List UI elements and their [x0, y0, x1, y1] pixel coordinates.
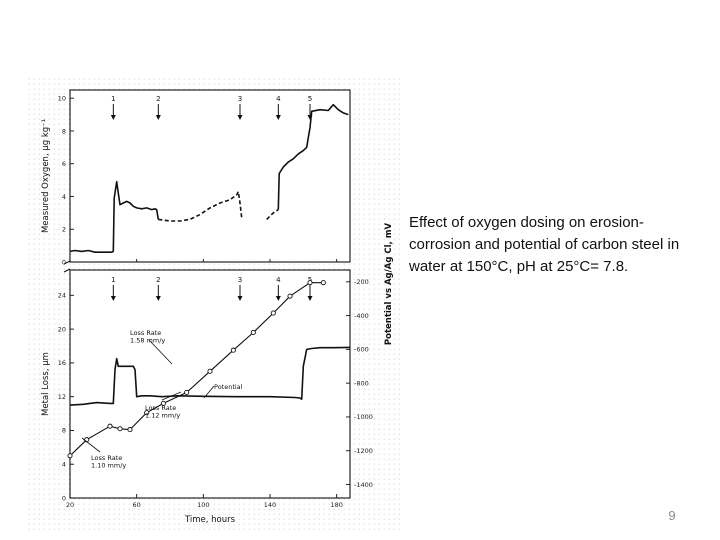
- bottom-event-label: 2: [156, 276, 160, 284]
- x-tick-label: 100: [197, 501, 209, 509]
- oxygen-line-solid: [69, 180, 160, 253]
- x-tick-label: 140: [264, 501, 276, 509]
- top-event-label: 1: [111, 95, 115, 103]
- potential-annotation: Potential: [214, 383, 243, 391]
- bottom-event-label: 1: [111, 276, 115, 284]
- potential-axis-tick-label: -1400: [354, 481, 373, 489]
- x-tick-label: 60: [133, 501, 141, 509]
- bottom-event-label: 3: [238, 276, 242, 284]
- annotation-leader: [161, 391, 182, 401]
- top-y-tick-label: 4: [62, 193, 66, 201]
- top-y-tick-label: 2: [62, 226, 66, 234]
- bottom-y-tick-label: 0: [62, 494, 66, 502]
- loss-rate-annotation-title: Loss Rate: [145, 404, 176, 412]
- top-event-arrowhead: [275, 115, 281, 120]
- metal-loss-point: [144, 410, 150, 416]
- top-event-label: 3: [238, 95, 242, 103]
- x-axis-label: Time, hours: [184, 515, 236, 525]
- bottom-y-tick-label: 20: [58, 325, 66, 333]
- bottom-y-tick-label: 12: [58, 393, 66, 401]
- bottom-y-tick-label: 24: [58, 292, 66, 300]
- top-y-tick-label: 10: [58, 94, 66, 102]
- metal-loss-point: [207, 368, 213, 374]
- loss-rate-annotation-value: 1.58 mm/y: [130, 337, 165, 345]
- bottom-y-axis-label: Metal Loss, µm: [41, 352, 51, 416]
- bottom-plot-frame: [69, 269, 351, 499]
- oxygen-corrosion-chart: 024681004812162024-200-400-600-800-1000-…: [26, 78, 402, 530]
- metal-loss-point: [270, 310, 276, 316]
- metal-loss-point: [67, 453, 73, 459]
- top-event-label: 5: [308, 95, 312, 103]
- bottom-y-tick-label: 8: [62, 427, 66, 435]
- metal-loss-point: [320, 280, 326, 286]
- potential-axis-tick-label: -800: [354, 379, 369, 387]
- bottom-event-label: 5: [308, 276, 312, 284]
- slide-number: 9: [668, 508, 676, 523]
- potential-axis-tick-label: -200: [354, 278, 369, 286]
- top-event-arrowhead: [110, 115, 116, 120]
- metal-loss-point: [287, 293, 293, 299]
- bottom-event-arrowhead: [275, 296, 281, 301]
- bottom-event-arrowhead: [155, 296, 161, 301]
- metal-loss-point: [107, 423, 113, 429]
- bottom-event-arrowhead: [237, 296, 243, 301]
- potential-axis-label: Potential vs Ag/Ag Cl, mV: [384, 222, 394, 345]
- bottom-event-arrowhead: [307, 296, 313, 301]
- top-event-label: 4: [276, 95, 281, 103]
- oxygen-line-solid: [277, 103, 349, 210]
- annotation-leader: [148, 339, 173, 365]
- potential-axis-tick-label: -1000: [354, 413, 373, 421]
- bottom-y-tick-label: 16: [58, 359, 66, 367]
- loss-rate-annotation-value: 1.12 mm/y: [145, 412, 180, 420]
- slide-caption: Effect of oxygen dosing on erosion-corro…: [409, 214, 680, 275]
- top-y-tick-label: 0: [62, 258, 66, 266]
- top-y-tick-label: 6: [62, 160, 66, 168]
- axis-break-mark: [63, 260, 71, 273]
- metal-loss-point: [307, 280, 313, 286]
- metal-loss-point: [250, 329, 256, 336]
- bottom-event-label: 4: [276, 276, 281, 284]
- top-plot-frame: [69, 89, 351, 263]
- metal-loss-point: [160, 400, 166, 406]
- potential-axis-tick-label: -1200: [354, 447, 373, 455]
- figure: 0 2 4 6 8 10 0 4 8 12 16 20 24 -200 -400 -600 -800 -1000-…: [18, 78, 408, 530]
- annotation-leader: [203, 385, 215, 399]
- loss-rate-annotation-value: 1.10 mm/y: [91, 462, 126, 470]
- loss-rate-annotation-title: Loss Rate: [91, 454, 122, 462]
- metal-loss-point: [230, 347, 236, 353]
- metal-loss-point: [127, 427, 133, 433]
- potential-axis-tick-label: -600: [354, 346, 369, 354]
- metal-loss-point: [184, 389, 190, 395]
- loss-rate-annotation-title: Loss Rate: [130, 329, 161, 337]
- potential-line: [69, 346, 351, 406]
- top-y-axis-label: Measured Oxygen, µg kg⁻¹: [41, 119, 51, 233]
- oxygen-line-dashed: [266, 208, 279, 220]
- top-event-arrowhead: [155, 115, 161, 120]
- bottom-event-arrowhead: [110, 296, 116, 301]
- x-tick-label: 20: [66, 501, 74, 509]
- metal-loss-point: [117, 426, 123, 432]
- annotation-leader: [81, 437, 101, 453]
- x-tick-label: 180: [330, 501, 342, 509]
- top-event-label: 2: [156, 95, 160, 103]
- top-event-arrowhead: [237, 115, 243, 120]
- top-y-tick-label: 8: [62, 127, 66, 135]
- potential-axis-tick-label: -400: [354, 312, 369, 320]
- bottom-y-tick-label: 4: [62, 461, 66, 469]
- oxygen-line-dashed: [158, 190, 243, 222]
